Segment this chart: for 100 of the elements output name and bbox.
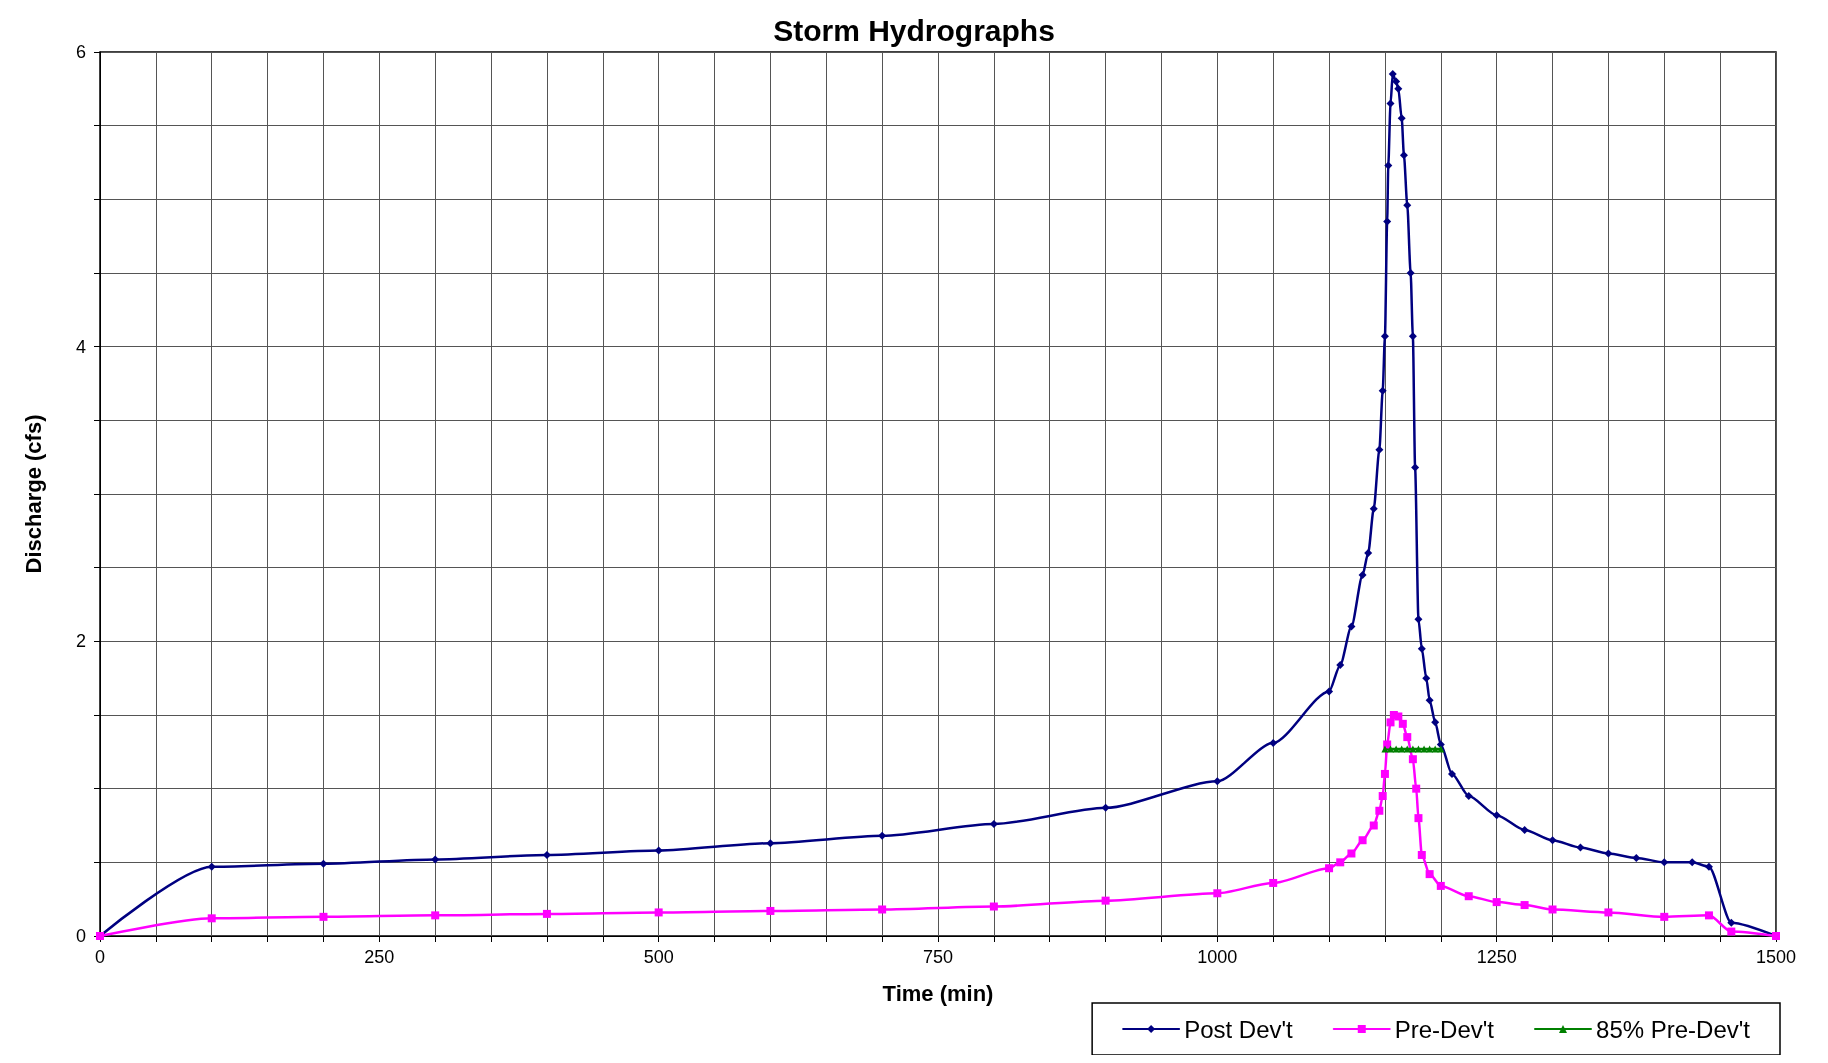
point [1403,201,1412,210]
point [1386,718,1395,727]
point [1325,687,1334,696]
y-tick-label: 6 [75,42,86,62]
point [1325,864,1334,873]
point [1406,269,1415,277]
point [1347,849,1356,858]
point [1447,769,1456,778]
point [1604,908,1613,917]
point [1464,792,1473,801]
point [1369,821,1378,830]
y-tick-label: 4 [75,336,86,357]
x-axis-title: Time (min) [882,980,994,1006]
point [1436,881,1445,890]
point [1358,571,1367,580]
point [207,914,216,923]
chart-title: Storm Hydrographs [773,13,1055,47]
point [1398,719,1407,728]
point [1213,889,1222,898]
point [654,846,663,855]
point [1378,386,1387,395]
point [1412,784,1421,793]
point [1392,77,1401,86]
x-tick-label: 250 [364,947,395,967]
point [1576,843,1585,852]
point [1411,463,1420,472]
point [1520,901,1529,910]
legend-label: Post Dev't [1184,1015,1294,1043]
point [1520,825,1529,834]
point [207,862,216,871]
point [1727,927,1736,936]
point [1660,858,1669,867]
point [1394,84,1403,93]
point [1688,858,1697,867]
point [1380,332,1389,341]
point [1358,836,1367,845]
x-tick-label: 1250 [1476,947,1517,967]
point [431,855,440,864]
point [1632,853,1641,862]
point [1704,862,1713,871]
point [1431,718,1440,727]
point [1408,755,1417,764]
y-tick-label: 2 [75,631,86,652]
point [1492,811,1501,820]
point [319,859,328,868]
point [1347,622,1356,631]
point [766,906,775,915]
x-tick-label: 1000 [1197,947,1238,967]
point [1375,445,1384,454]
point [1548,836,1557,845]
y-axis-title: Discharge (cfs) [20,414,46,574]
point [1378,792,1387,801]
point [1660,912,1669,921]
x-tick-label: 1500 [1755,947,1797,967]
point [878,831,887,840]
legend-label: Pre-Dev't [1394,1015,1495,1043]
point [1425,696,1434,705]
point [1548,905,1557,914]
point [1383,217,1392,226]
x-tick-label: 500 [643,947,674,967]
point [1727,918,1736,927]
point [1464,892,1473,901]
point [1384,161,1393,170]
point [1604,849,1613,858]
y-tick-label: 0 [75,926,86,946]
point [654,908,663,917]
point [1436,740,1445,749]
point [1704,911,1713,920]
point [989,902,998,911]
point [1414,745,1422,753]
point [319,912,328,921]
point [1375,806,1384,815]
point [1417,850,1426,859]
point [1213,777,1222,786]
point [878,905,887,914]
point [1420,745,1428,753]
point [1414,615,1423,624]
point [542,909,551,918]
point [1408,332,1417,341]
point [1101,896,1110,905]
point [1101,803,1110,812]
x-tick-label: 0 [94,947,106,967]
point [1422,674,1431,683]
point [1380,769,1389,778]
point [1269,738,1278,747]
point [1394,712,1403,721]
point [1414,814,1423,823]
point [1492,898,1501,907]
point [1364,548,1373,557]
point [1336,660,1345,669]
point [1403,733,1412,742]
point [1387,745,1395,753]
point [1336,858,1345,867]
point [1269,878,1278,887]
point [1417,644,1426,653]
point [1386,99,1395,108]
point [1369,504,1378,513]
x-tick-label: 750 [922,947,954,967]
point [766,839,775,848]
point [431,911,440,920]
